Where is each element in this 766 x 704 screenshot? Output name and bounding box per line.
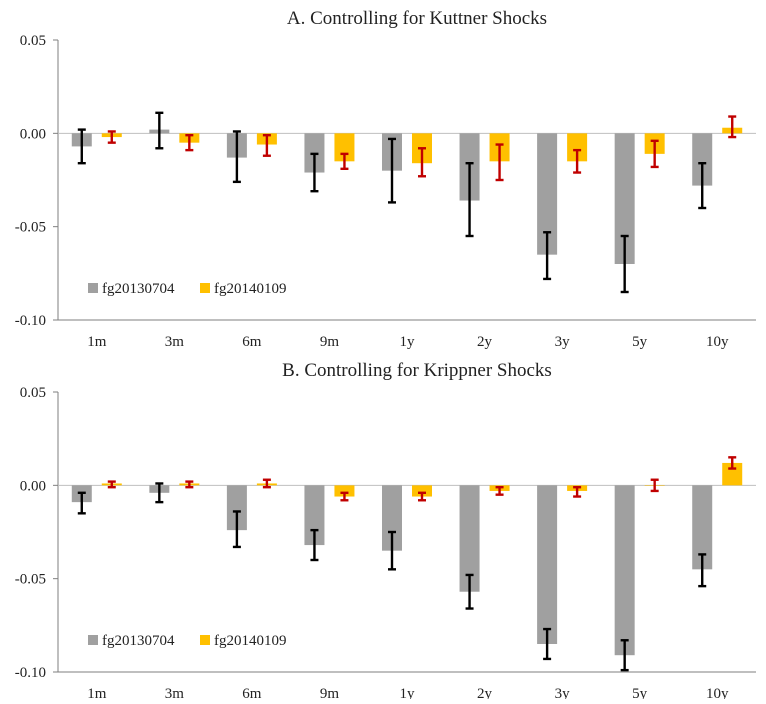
y-tick-label: 0.05 [20, 33, 46, 49]
bar-fg20130704-6m [226, 485, 247, 531]
x-tick-label: 3m [165, 686, 185, 699]
y-tick-label: -0.05 [15, 572, 46, 588]
x-tick-label: 5y [632, 334, 648, 350]
y-tick-label: -0.05 [15, 220, 46, 236]
bar-fg20130704-10y [692, 485, 713, 570]
x-tick-label: 6m [242, 686, 262, 699]
bar-fg20130704-3y [537, 485, 558, 644]
x-tick-label: 10y [706, 686, 729, 699]
x-tick-label: 1y [400, 334, 416, 350]
bar-fg20130704-1y [382, 485, 402, 551]
legend-label: fg20130704 [102, 633, 175, 649]
legend-label: fg20140109 [214, 633, 287, 649]
bar-fg20140109-3y [567, 133, 588, 162]
bar-fg20130704-5y [614, 133, 635, 264]
x-tick-label: 10y [706, 334, 729, 350]
bar-fg20130704-9m [304, 485, 325, 546]
y-tick-label: 0.00 [20, 478, 46, 494]
x-tick-label: 3y [555, 334, 571, 350]
x-tick-label: 5y [632, 686, 648, 699]
x-tick-label: 1m [87, 686, 107, 699]
bar-fg20130704-5y [614, 485, 635, 656]
x-tick-label: 2y [477, 334, 493, 350]
x-tick-label: 3m [165, 334, 185, 350]
y-tick-label: 0.05 [20, 385, 46, 401]
bar-fg20140109-1y [412, 485, 432, 497]
x-tick-label: 6m [242, 334, 262, 350]
bar-fg20130704-10y [692, 133, 713, 186]
chart-title: B. Controlling for Krippner Shocks [282, 360, 552, 381]
bar-fg20140109-9m [334, 133, 355, 162]
chart-title: A. Controlling for Kuttner Shocks [287, 8, 547, 29]
legend-swatch [88, 283, 98, 293]
legend-swatch [200, 635, 210, 645]
x-tick-label: 1y [400, 686, 416, 699]
x-tick-label: 3y [555, 686, 571, 699]
bar-fg20140109-9m [334, 485, 355, 497]
x-tick-label: 1m [87, 334, 107, 350]
bar-fg20130704-2y [459, 485, 480, 592]
legend-swatch [200, 283, 210, 293]
legend-label: fg20130704 [102, 281, 175, 297]
x-tick-label: 9m [320, 686, 340, 699]
y-tick-label: 0.00 [20, 126, 46, 142]
legend-label: fg20140109 [214, 281, 287, 297]
y-tick-label: -0.10 [15, 665, 46, 681]
bar-fg20130704-3y [537, 133, 558, 255]
x-tick-label: 9m [320, 334, 340, 350]
x-tick-label: 2y [477, 686, 493, 699]
y-tick-label: -0.10 [15, 313, 46, 329]
bar-fg20140109-10y [722, 462, 743, 486]
legend-swatch [88, 635, 98, 645]
